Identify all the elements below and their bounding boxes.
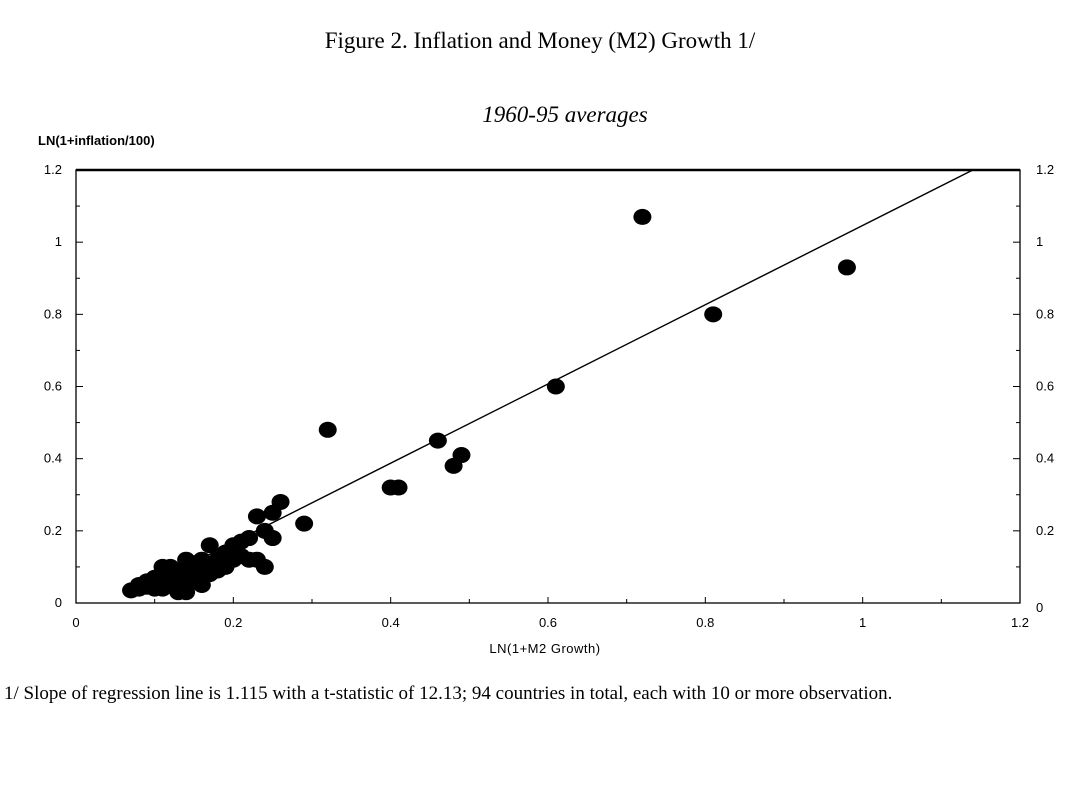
y-tick-label-right: 1 [1036, 234, 1043, 249]
y-tick-label-left: 0.6 [44, 379, 62, 394]
data-point [224, 544, 243, 561]
data-point [161, 573, 180, 590]
data-point [216, 558, 235, 575]
figure-subtitle: 1960-95 averages [482, 102, 648, 127]
x-tick-label: 0 [72, 615, 79, 630]
axis-ticks: 0 00.2 0.20.4 0.40.6 0.60.8 0.81 11.2 1.20 0.2 0.… [44, 162, 1054, 630]
data-point [704, 306, 723, 323]
data-point [318, 421, 337, 438]
x-tick-label: 0.4 [382, 615, 400, 630]
data-point [295, 515, 314, 532]
data-point [200, 537, 219, 554]
data-point [444, 457, 463, 474]
data-point [837, 259, 856, 276]
x-tick-label: 0.2 [224, 615, 242, 630]
y-axis-label: LN(1+inflation/100) [38, 133, 155, 148]
x-tick-label: 0.6 [539, 615, 557, 630]
data-point [428, 432, 447, 449]
figure-footnote: 1/ Slope of regression line is 1.115 wit… [4, 683, 893, 704]
y-tick-label-right: 0.6 [1036, 379, 1054, 394]
y-tick-label-right: 0.2 [1036, 523, 1054, 538]
y-tick-label-left: 1.2 [44, 162, 62, 177]
y-tick-label-left: 0 [55, 595, 62, 610]
y-tick-label-right: 0 [1036, 600, 1043, 615]
y-tick-label-left: 0.4 [44, 451, 62, 466]
x-tick-label: 1.2 [1011, 615, 1029, 630]
y-tick-label-left: 0.8 [44, 306, 62, 321]
data-point [185, 555, 203, 572]
data-point [263, 530, 282, 547]
data-point [145, 576, 164, 593]
y-tick-label-right: 1.2 [1036, 162, 1054, 177]
x-tick-label: 0.8 [696, 615, 714, 630]
data-point [546, 378, 565, 395]
data-point [129, 576, 148, 593]
scatter-chart: 0 00.2 0.20.4 0.40.6 0.60.8 0.81 11.2 1.20 0.2 0.… [38, 133, 1054, 656]
data-point [263, 504, 282, 521]
data-point [247, 551, 266, 568]
data-point [247, 508, 266, 525]
x-axis-label: LN(1+M2 Growth) [489, 641, 600, 656]
y-tick-label-left: 0.2 [44, 523, 62, 538]
data-points [122, 208, 856, 601]
figure-title: Figure 2. Inflation and Money (M2) Growt… [324, 28, 756, 53]
y-tick-label-left: 1 [55, 234, 62, 249]
data-point [200, 566, 219, 583]
y-tick-label-right: 0.4 [1036, 451, 1054, 466]
data-point [389, 479, 408, 496]
data-point [177, 584, 196, 601]
x-tick-label: 1 [859, 615, 866, 630]
y-tick-label-right: 0.8 [1036, 306, 1054, 321]
data-point [633, 208, 652, 225]
